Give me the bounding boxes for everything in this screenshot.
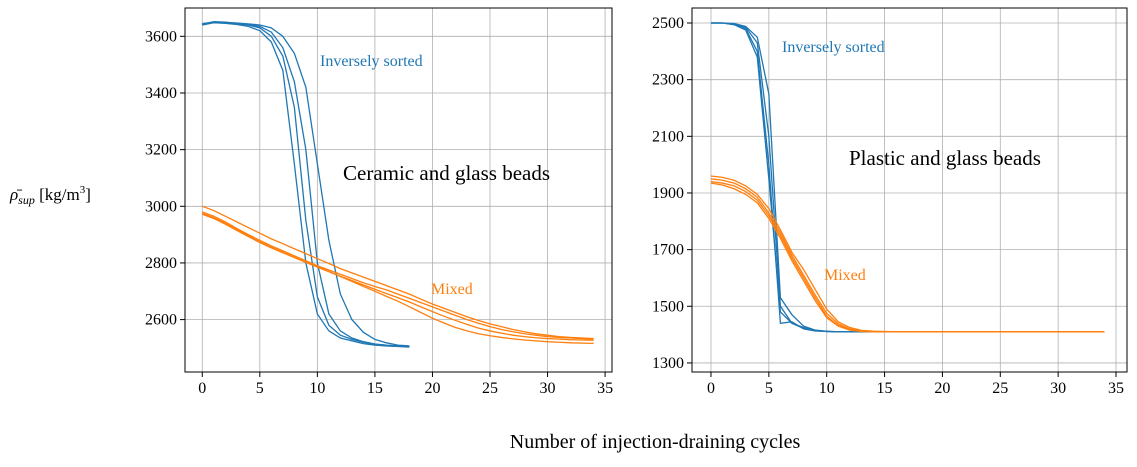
x-tick-label: 10: [309, 380, 325, 397]
plot-frame: [184, 7, 613, 373]
annotation: Inversely sorted: [782, 39, 885, 56]
annotation: Ceramic and glass beads: [343, 161, 550, 185]
data-line: [202, 211, 594, 340]
x-tick-label: 30: [540, 380, 556, 397]
data-line: [202, 212, 594, 345]
data-line: [710, 182, 1105, 333]
x-tick-label: 35: [1108, 380, 1124, 397]
y-tick-label: 1500: [652, 298, 684, 315]
y-tick-label: 2100: [652, 128, 684, 145]
x-tick-label: 35: [597, 380, 613, 397]
y-tick-label: 2300: [652, 72, 684, 89]
y-label-close: ]: [85, 185, 91, 204]
x-tick-label: 10: [819, 380, 835, 397]
x-tick-label: 5: [256, 380, 264, 397]
data-line: [202, 205, 594, 340]
y-tick-label: 3200: [145, 142, 177, 159]
x-tick-label: 20: [424, 380, 440, 397]
x-tick-label: 0: [707, 380, 715, 397]
data-line: [710, 180, 1105, 333]
y-tick-label: 3600: [145, 28, 177, 45]
y-tick-label: 3400: [145, 85, 177, 102]
x-tick-label: 15: [367, 380, 383, 397]
plot-frame: [691, 7, 1128, 373]
data-line: [710, 22, 920, 333]
annotation: Mixed: [431, 281, 473, 298]
y-tick-label: 3000: [145, 198, 177, 215]
y-label-unit: [kg/m: [35, 185, 80, 204]
x-tick-label: 25: [992, 380, 1008, 397]
x-tick-label: 15: [877, 380, 893, 397]
x-tick-label: 20: [934, 380, 950, 397]
y-tick-label: 2500: [652, 15, 684, 32]
data-line: [710, 22, 920, 333]
data-line: [710, 22, 920, 333]
y-axis-label: ρ̄sup [kg/m3]: [9, 184, 91, 207]
y-tick-label: 2800: [145, 255, 177, 272]
x-axis-label: Number of injection-draining cycles: [510, 431, 801, 453]
annotation: Plastic and glass beads: [849, 146, 1041, 170]
y-tick-label: 1900: [652, 185, 684, 202]
y-label-superscript: 3: [80, 184, 86, 196]
annotation: Inversely sorted: [320, 53, 423, 70]
y-label-subscript: sup: [18, 193, 35, 207]
y-tick-label: 1300: [652, 355, 684, 372]
y-tick-label: 1700: [652, 242, 684, 259]
y-tick-label: 2600: [145, 312, 177, 329]
data-line: [710, 22, 920, 333]
x-tick-label: 30: [1050, 380, 1066, 397]
data-line: [202, 213, 594, 341]
x-tick-label: 0: [198, 380, 206, 397]
annotation: Mixed: [824, 267, 866, 284]
x-tick-label: 5: [765, 380, 773, 397]
x-tick-label: 25: [482, 380, 498, 397]
data-line: [202, 21, 410, 347]
data-line: [710, 178, 1105, 333]
